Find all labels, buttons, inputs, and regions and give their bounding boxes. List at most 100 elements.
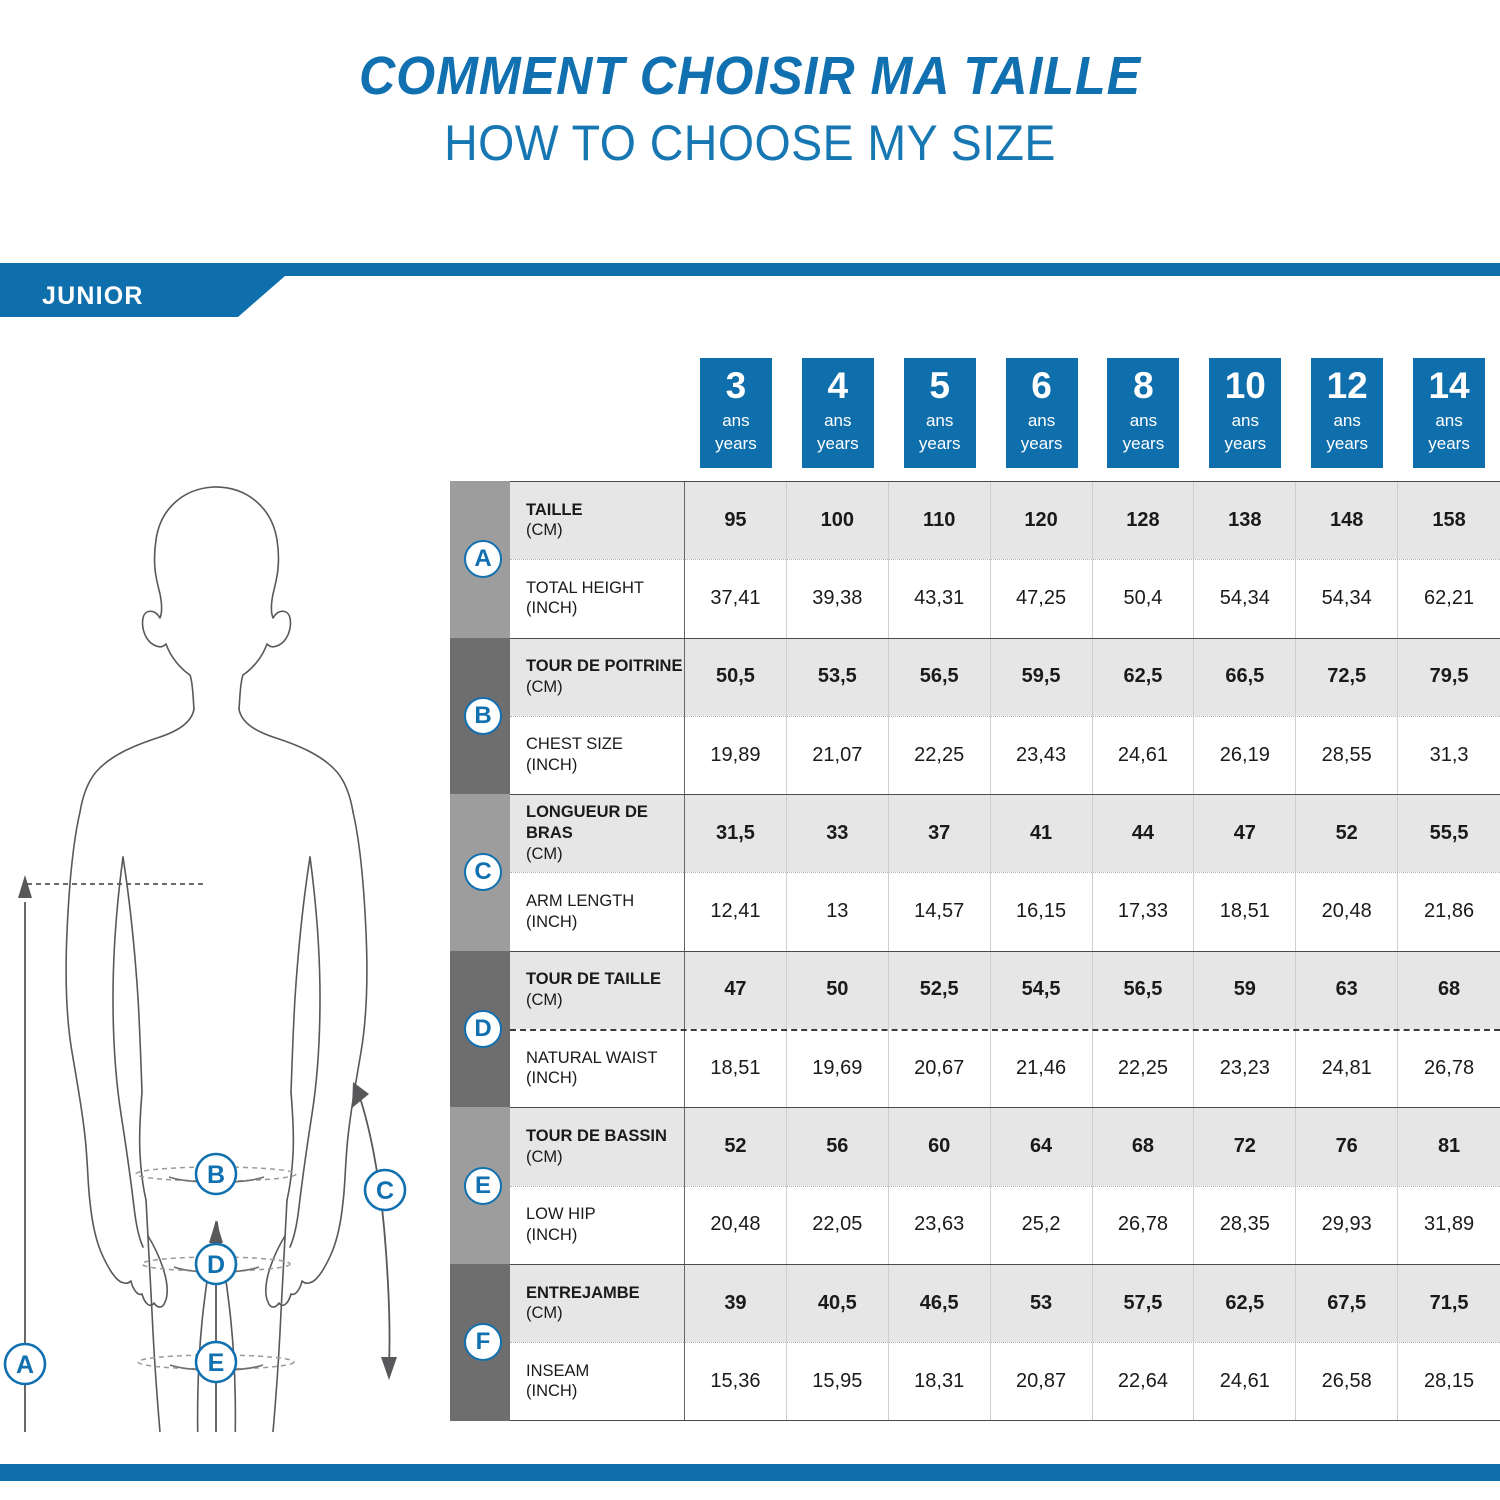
table-cell: 81 [1437, 1135, 1461, 1158]
row-label-cell: ENTREJAMBE (CM) [510, 1264, 685, 1343]
row-label-cell: LOW HIP (INCH) [510, 1185, 685, 1264]
table-cell: 18,31 [889, 1342, 991, 1421]
group-rows: TOUR DE BASSIN (CM) 52 56 60 64 68 72 76 81 LOW HI… [510, 1107, 1500, 1264]
table-cell: 68 [1437, 978, 1461, 1001]
row-label-cell: NATURAL WAIST (INCH) [510, 1029, 685, 1108]
table-cell: 28,55 [1296, 715, 1399, 795]
row-label-cell: TAILLE (CM) [510, 481, 685, 560]
size-header-unit-fr: ans [1333, 411, 1361, 431]
size-header-chip[interactable]: 14 ans years [1413, 358, 1486, 468]
table-cell: 66,5 [1194, 637, 1297, 716]
table-cell: 50,4 [1093, 559, 1195, 638]
size-header-number: 5 [929, 365, 950, 406]
table-cell: 25,2 [991, 1185, 1093, 1264]
measurement-group: D TOUR DE TAILLE (CM) 47 50 52,5 54,5 56,5 59 63 6… [450, 950, 1500, 1108]
table-cell: 47 [1194, 794, 1297, 873]
row-label-name: NATURAL WAIST [526, 1048, 658, 1067]
row-label-cell: TOTAL HEIGHT (INCH) [510, 559, 685, 638]
table-cell: 22,25 [1093, 1029, 1195, 1108]
figure-marker-b: B [207, 1161, 225, 1189]
row-divider [510, 1185, 1500, 1187]
size-header-chip[interactable]: 5 ans years [903, 358, 976, 468]
group-letter-badge: A [464, 540, 502, 579]
table-row: LONGUEUR DE BRAS (CM) 31,5 33 37 41 44 47 52 55,5 [510, 794, 1500, 873]
row-label-unit: (CM) [526, 990, 563, 1009]
table-cell: 24,81 [1296, 1029, 1399, 1108]
size-header-chip[interactable]: 4 ans years [801, 358, 874, 468]
footer-bar [0, 1464, 1500, 1481]
row-label-cell: TOUR DE POITRINE (CM) [510, 637, 685, 716]
measurement-group: F ENTREJAMBE (CM) 39 40,5 46,5 53 57,5 62,5 67,5 7… [450, 1264, 1500, 1421]
table-cell: 23,43 [991, 715, 1093, 795]
table-cell: 56,5 [889, 637, 991, 716]
group-letter-badge: C [464, 853, 502, 892]
size-header-unit-fr: ans [1435, 411, 1463, 431]
measurement-group: A TAILLE (CM) 95 100 110 120 128 138 148 158 TOTAL … [450, 481, 1500, 638]
group-rows: TAILLE (CM) 95 100 110 120 128 138 148 158 TOTAL H… [510, 481, 1500, 638]
table-cell: 59,5 [991, 637, 1093, 716]
row-label-unit: (CM) [526, 1147, 563, 1166]
row-label-name: TOUR DE TAILLE [526, 970, 662, 989]
group-letter-badge: E [464, 1166, 502, 1205]
group-letter-bar: A [450, 481, 510, 638]
table-cell: 37 [889, 794, 991, 873]
row-label-unit: (INCH) [526, 756, 578, 775]
table-cell: 20,48 [1296, 872, 1399, 951]
table-row: LOW HIP (INCH) 20,48 22,05 23,63 25,2 26,78 28,… [510, 1185, 1500, 1264]
size-header-chip[interactable]: 8 ans years [1107, 358, 1180, 468]
size-header-unit-en: years [1020, 434, 1063, 454]
table-cell: 18,51 [1194, 872, 1297, 951]
table-cell: 71,5 [1429, 1291, 1469, 1314]
row-label-name: TOTAL HEIGHT [526, 578, 644, 597]
table-cell: 28,35 [1194, 1185, 1297, 1264]
table-cell: 19,89 [685, 715, 787, 795]
size-header-unit-en: years [1326, 434, 1368, 454]
title-english: HOW TO CHOOSE MY SIZE [444, 114, 1056, 171]
table-cell: 26,78 [1093, 1185, 1195, 1264]
table-cell: 53,5 [787, 637, 889, 716]
group-top-rule [510, 794, 1500, 796]
table-cell: 20,67 [889, 1029, 991, 1108]
table-cell: 31,3 [1429, 743, 1469, 766]
table-cell: 72,5 [1296, 637, 1399, 716]
table-cell: 62,5 [1093, 637, 1195, 716]
size-header-unit-en: years [1122, 434, 1165, 454]
group-letter-badge: B [464, 696, 502, 735]
page-title: COMMENT CHOISIR MA TAILLE HOW TO CHOOSE … [0, 48, 1500, 171]
size-header-unit-en: years [1428, 434, 1470, 454]
size-header-unit-fr: ans [1027, 411, 1056, 431]
row-label-cell: LONGUEUR DE BRAS (CM) [510, 794, 685, 873]
table-cell: 40,5 [787, 1264, 889, 1343]
group-rows: TOUR DE TAILLE (CM) 47 50 52,5 54,5 56,5 59 63 68… [510, 950, 1500, 1108]
size-header-unit-en: years [715, 434, 757, 454]
row-label-cell: TOUR DE BASSIN (CM) [510, 1107, 685, 1186]
table-cell: 46,5 [889, 1264, 991, 1343]
size-header-unit-fr: ans [1231, 411, 1260, 431]
size-header-number: 8 [1133, 365, 1154, 406]
table-cell: 55,5 [1429, 821, 1469, 844]
size-header-chip[interactable]: 12 ans years [1311, 358, 1384, 468]
size-header-number: 14 [1428, 365, 1470, 406]
size-header-chip[interactable]: 3 ans years [699, 358, 772, 468]
size-header-number: 3 [725, 365, 747, 406]
group-bottom-rule [510, 1419, 1500, 1421]
row-label-unit: (INCH) [526, 1069, 578, 1088]
table-cell: 158 [1432, 508, 1466, 531]
group-top-rule [510, 1107, 1500, 1109]
group-top-rule [510, 950, 1500, 952]
table-cell: 39 [685, 1264, 787, 1343]
row-label-cell: TOUR DE TAILLE (CM) [510, 950, 685, 1030]
row-label-name: TOUR DE BASSIN [526, 1126, 667, 1145]
size-header-chip[interactable]: 6 ans years [1005, 358, 1078, 468]
group-letter-bar: B [450, 637, 510, 795]
table-cell: 64 [991, 1107, 1093, 1186]
row-label-unit: (INCH) [526, 1382, 578, 1401]
size-header-chip[interactable]: 10 ans years [1209, 358, 1282, 468]
table-cell: 128 [1093, 481, 1195, 560]
group-rows: LONGUEUR DE BRAS (CM) 31,5 33 37 41 44 47 52 55,5… [510, 794, 1500, 951]
figure-marker-a: A [16, 1351, 34, 1379]
table-cell: 21,86 [1424, 900, 1475, 923]
table-cell: 62,5 [1194, 1264, 1297, 1343]
table-cell: 54,5 [991, 950, 1093, 1030]
size-header-number: 4 [827, 365, 849, 406]
